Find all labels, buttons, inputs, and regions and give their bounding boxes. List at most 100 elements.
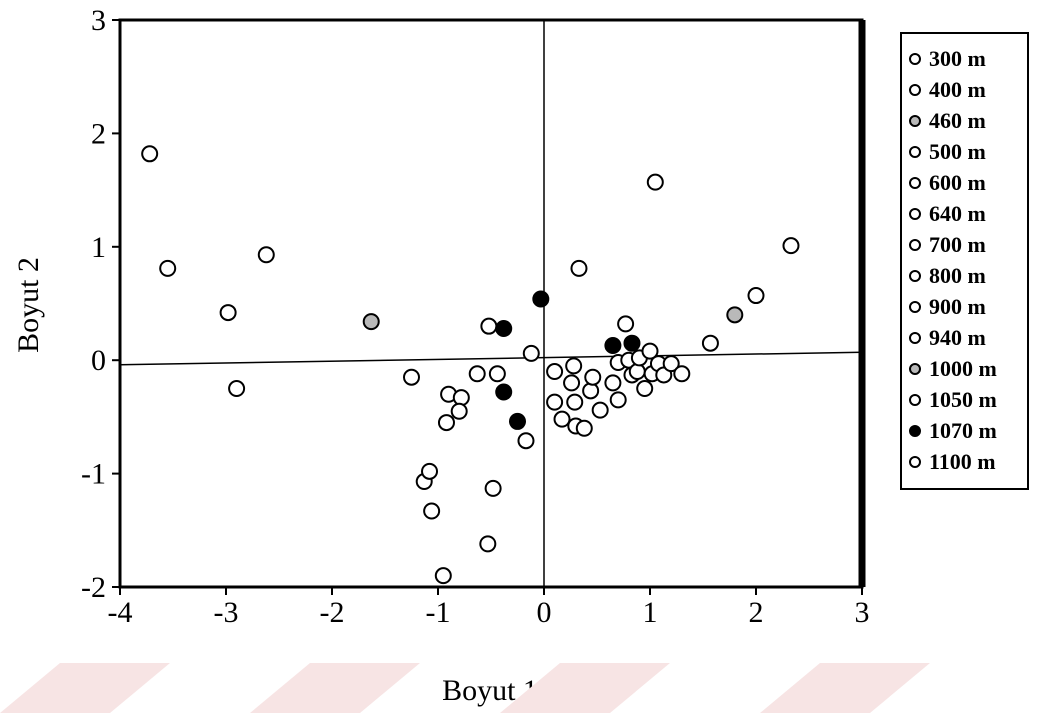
x-tick-label: 3 [855, 596, 870, 629]
data-point [141, 145, 159, 163]
data-point [484, 479, 502, 497]
data-point [623, 334, 641, 352]
data-point [570, 259, 588, 277]
data-point [646, 173, 664, 191]
legend-marker [909, 53, 921, 65]
legend-marker [909, 363, 921, 375]
legend-label: 1000 m [929, 356, 997, 381]
legend-label: 1070 m [929, 418, 997, 443]
legend-marker [909, 425, 921, 437]
legend-label: 600 m [929, 170, 986, 195]
data-point [726, 306, 744, 324]
legend-marker [909, 177, 921, 189]
legend-box [900, 32, 1029, 490]
data-point [782, 237, 800, 255]
x-tick-label: 2 [749, 596, 764, 629]
legend-label: 1050 m [929, 387, 997, 412]
data-point [641, 342, 659, 360]
y-tick-label: 3 [91, 4, 106, 37]
x-axis-title: Boyut 1 [442, 674, 538, 707]
legend-label: 800 m [929, 263, 986, 288]
legend-label: 940 m [929, 325, 986, 350]
data-point [522, 344, 540, 362]
data-point [701, 334, 719, 352]
x-tick-label: -4 [108, 596, 133, 629]
x-tick-label: -3 [214, 596, 239, 629]
plot-frame [118, 18, 864, 589]
data-point [488, 365, 506, 383]
data-point [617, 315, 635, 333]
data-point [257, 246, 275, 264]
legend-label: 1100 m [929, 449, 996, 474]
data-point [159, 259, 177, 277]
x-tick-label: 1 [643, 596, 658, 629]
data-point [421, 462, 439, 480]
legend-marker [909, 301, 921, 313]
legend-label: 460 m [929, 108, 986, 133]
data-point [452, 389, 470, 407]
legend-marker [909, 270, 921, 282]
data-point [584, 368, 602, 386]
legend-label: 500 m [929, 139, 986, 164]
y-tick-label: -1 [81, 458, 106, 491]
legend-label: 700 m [929, 232, 986, 257]
data-point [219, 304, 237, 322]
data-point [591, 401, 609, 419]
data-point [480, 317, 498, 335]
legend-marker [909, 394, 921, 406]
legend-label: 300 m [929, 46, 986, 71]
data-point [468, 365, 486, 383]
zero-line-horizontal [119, 351, 863, 366]
data-point [532, 290, 550, 308]
legend-label: 900 m [929, 294, 986, 319]
legend-label: 400 m [929, 77, 986, 102]
y-tick-label: -2 [81, 571, 106, 604]
data-point [228, 380, 246, 398]
data-point [565, 357, 583, 375]
y-tick-label: 1 [91, 231, 106, 264]
data-point [450, 402, 468, 420]
data-point [575, 419, 593, 437]
data-point [563, 374, 581, 392]
data-point [609, 391, 627, 409]
y-axis-title: Boyut 2 [12, 257, 45, 353]
data-point [479, 535, 497, 553]
legend-marker [909, 146, 921, 158]
data-point [566, 393, 584, 411]
legend-label: 640 m [929, 201, 986, 226]
data-point [636, 380, 654, 398]
y-tick-label: 2 [91, 117, 106, 150]
data-point [582, 382, 600, 400]
legend-marker [909, 84, 921, 96]
x-tick-label: 0 [537, 596, 552, 629]
axes-layer: -4 -3 -2 -1 0 1 2 3 -2 -1 0 1 2 3 Boyut 1 Boyut 2 [12, 4, 870, 707]
data-point [628, 363, 646, 381]
data-point [509, 412, 526, 430]
data-point [604, 374, 622, 392]
x-tick-label: -2 [320, 596, 345, 629]
data-point [517, 432, 535, 450]
legend-marker [909, 115, 921, 127]
data-point [604, 336, 622, 354]
y-tick-label: 0 [91, 344, 106, 377]
data-point [546, 363, 564, 381]
data-point [546, 393, 564, 411]
legend-marker [909, 456, 921, 468]
data-point [553, 410, 571, 428]
data-point [437, 414, 455, 432]
legend-marker [909, 208, 921, 220]
data-point [495, 319, 513, 337]
data-point [747, 287, 765, 305]
data-point [362, 313, 380, 331]
legend-marker [909, 332, 921, 344]
points-layer [141, 145, 800, 585]
data-point [423, 502, 441, 520]
data-point [495, 383, 513, 401]
data-point [403, 368, 420, 386]
x-tick-label: -1 [426, 596, 451, 629]
data-point [662, 355, 680, 373]
data-point [434, 567, 452, 585]
legend-marker [909, 239, 921, 251]
legend: 300 m 400 m 460 m 500 m 600 m 640 m 700 m 800 m… [900, 32, 1029, 490]
